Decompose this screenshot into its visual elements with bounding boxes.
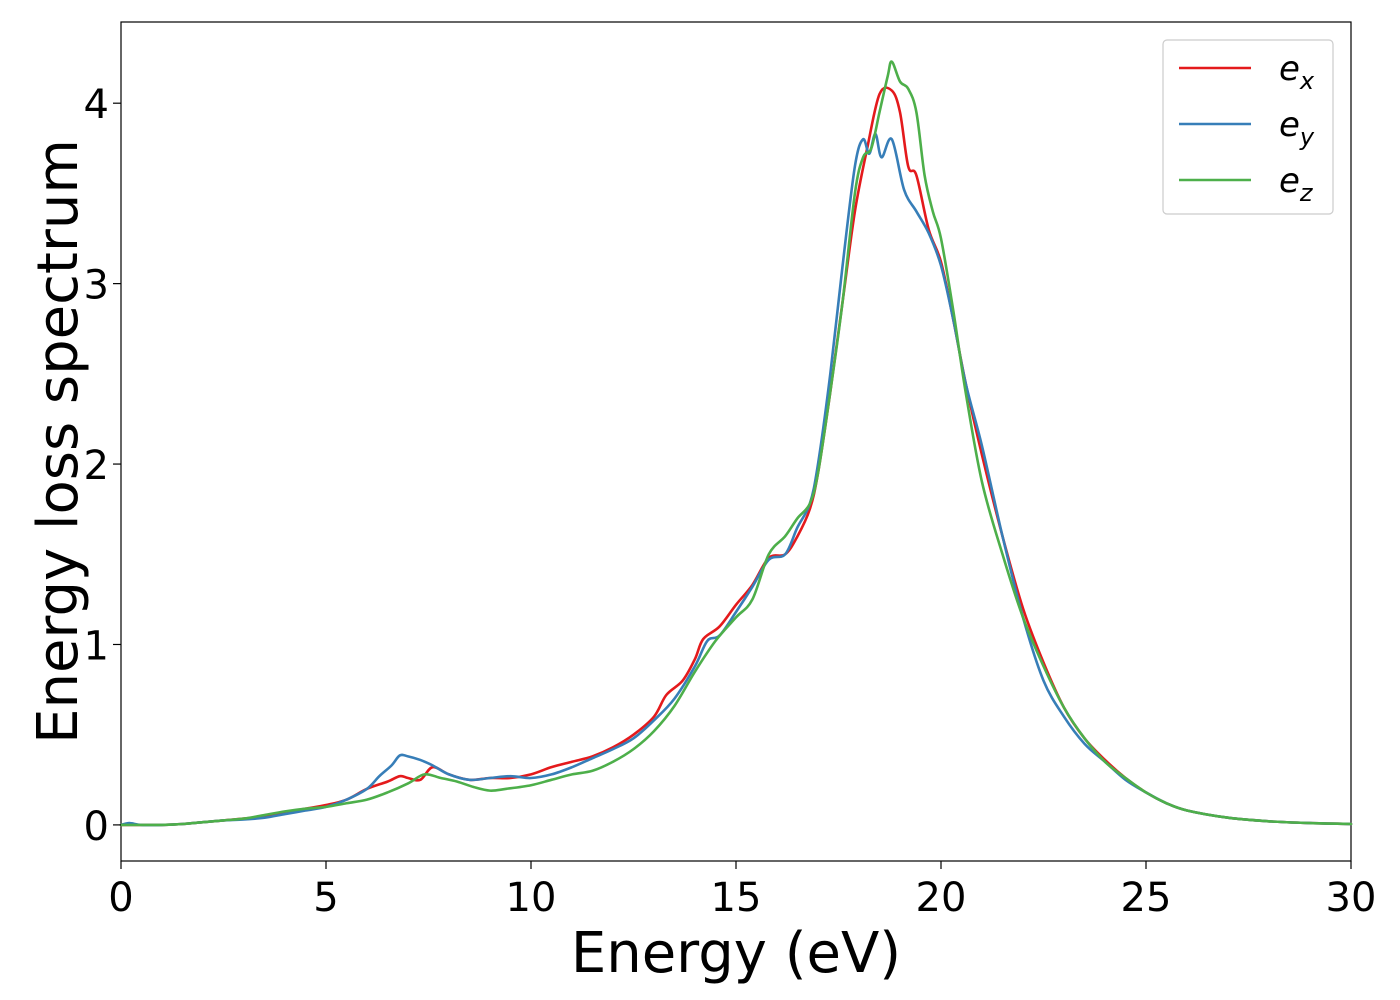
series-layer [119, 60, 1353, 827]
y-tick-label: 0 [84, 804, 109, 850]
x-tick-label: 10 [506, 875, 557, 921]
legend-label-z: ez [1279, 161, 1314, 207]
y-axis: 0 1 2 3 4 [84, 82, 121, 850]
series-line-e-z [119, 60, 1353, 827]
y-tick-label: 4 [84, 82, 109, 128]
x-tick-label: 20 [916, 875, 967, 921]
y-tick-label: 3 [84, 263, 109, 309]
y-tick-label: 1 [84, 623, 109, 669]
x-tick-label: 5 [313, 875, 338, 921]
legend-label-y: ey [1279, 105, 1315, 151]
x-tick-label: 15 [711, 875, 762, 921]
y-axis-label: Energy loss spectrum [26, 139, 91, 744]
x-tick-label: 25 [1121, 875, 1172, 921]
legend: ex ey ez [1162, 39, 1334, 215]
legend-label-x: ex [1279, 49, 1315, 95]
x-tick-label: 30 [1326, 875, 1377, 921]
x-axis: 0 5 10 15 20 25 30 [108, 861, 1376, 921]
y-tick-label: 2 [84, 443, 109, 489]
x-tick-label: 0 [108, 875, 133, 921]
x-axis-label: Energy (eV) [571, 921, 901, 986]
legend-box [1162, 39, 1334, 215]
